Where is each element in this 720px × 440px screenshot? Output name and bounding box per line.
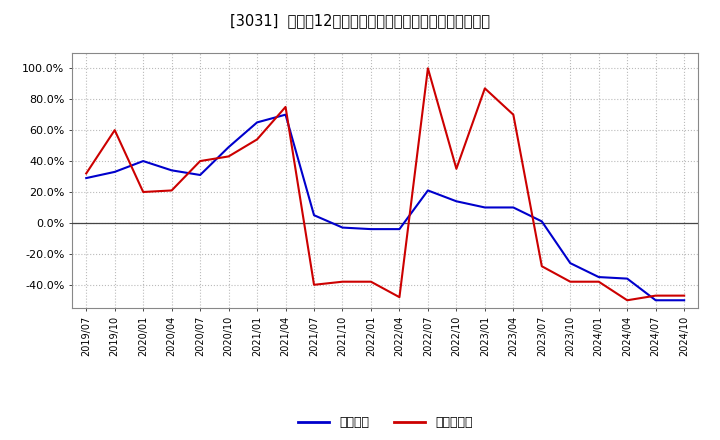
経常利益	[310, 213, 318, 218]
当期純利益	[452, 166, 461, 172]
当期純利益	[652, 293, 660, 298]
当期純利益	[366, 279, 375, 284]
Line: 経常利益: 経常利益	[86, 115, 684, 300]
経常利益	[196, 172, 204, 178]
経常利益	[566, 260, 575, 266]
当期純利益	[310, 282, 318, 287]
経常利益	[395, 227, 404, 232]
当期純利益	[167, 188, 176, 193]
経常利益	[452, 198, 461, 204]
経常利益	[480, 205, 489, 210]
当期純利益	[566, 279, 575, 284]
当期純利益	[623, 297, 631, 303]
当期純利益	[253, 137, 261, 142]
経常利益	[652, 297, 660, 303]
当期純利益	[225, 154, 233, 159]
当期純利益	[82, 171, 91, 176]
経常利益	[537, 219, 546, 224]
当期純利益	[480, 86, 489, 91]
経常利益	[623, 276, 631, 281]
経常利益	[82, 176, 91, 181]
当期純利益	[395, 294, 404, 300]
当期純利益	[423, 66, 432, 71]
経常利益	[139, 158, 148, 164]
経常利益	[423, 188, 432, 193]
経常利益	[110, 169, 119, 175]
経常利益	[595, 275, 603, 280]
当期純利益	[595, 279, 603, 284]
当期純利益	[282, 104, 290, 110]
当期純利益	[509, 112, 518, 117]
経常利益	[225, 144, 233, 150]
当期純利益	[338, 279, 347, 284]
Text: [3031]  利益だ12か月移動合計の対前年同期増減率の推移: [3031] 利益だ12か月移動合計の対前年同期増減率の推移	[230, 13, 490, 28]
当期純利益	[537, 264, 546, 269]
経常利益	[338, 225, 347, 230]
経常利益	[282, 112, 290, 117]
当期純利益	[680, 293, 688, 298]
経常利益	[509, 205, 518, 210]
当期純利益	[139, 189, 148, 194]
経常利益	[167, 168, 176, 173]
Line: 当期純利益: 当期純利益	[86, 68, 684, 300]
当期純利益	[110, 128, 119, 133]
経常利益	[366, 227, 375, 232]
当期純利益	[196, 158, 204, 164]
経常利益	[680, 297, 688, 303]
Legend: 経常利益, 当期純利益: 経常利益, 当期純利益	[293, 411, 477, 434]
経常利益	[253, 120, 261, 125]
